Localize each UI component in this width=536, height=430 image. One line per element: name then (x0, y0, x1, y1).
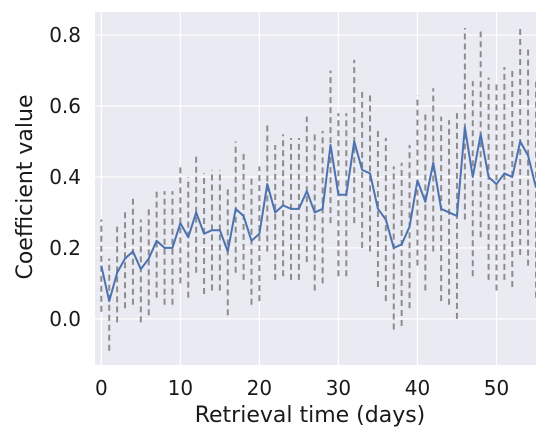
x-tick-label: 30 (326, 376, 351, 400)
y-tick-label: 0.4 (49, 165, 81, 189)
x-tick-labels: 0 10 20 30 40 50 (95, 376, 509, 400)
x-tick-label: 50 (484, 376, 509, 400)
y-tick-label: 0.6 (49, 94, 81, 118)
y-tick-label: 0.8 (49, 23, 81, 47)
series-line (100, 126, 536, 303)
x-tick-label: 20 (247, 376, 272, 400)
x-tick-label: 40 (405, 376, 430, 400)
x-tick-label: 10 (168, 376, 193, 400)
y-tick-labels: 0.0 0.2 0.4 0.6 0.8 (49, 23, 81, 331)
series-line-group (100, 126, 536, 303)
y-tick-label: 0.2 (49, 236, 81, 260)
x-tick-label: 0 (95, 376, 108, 400)
y-tick-label: 0.0 (49, 307, 81, 331)
x-axis-label: Retrieval time (days) (195, 403, 426, 428)
y-axis-label: Coefficient value (13, 94, 38, 279)
